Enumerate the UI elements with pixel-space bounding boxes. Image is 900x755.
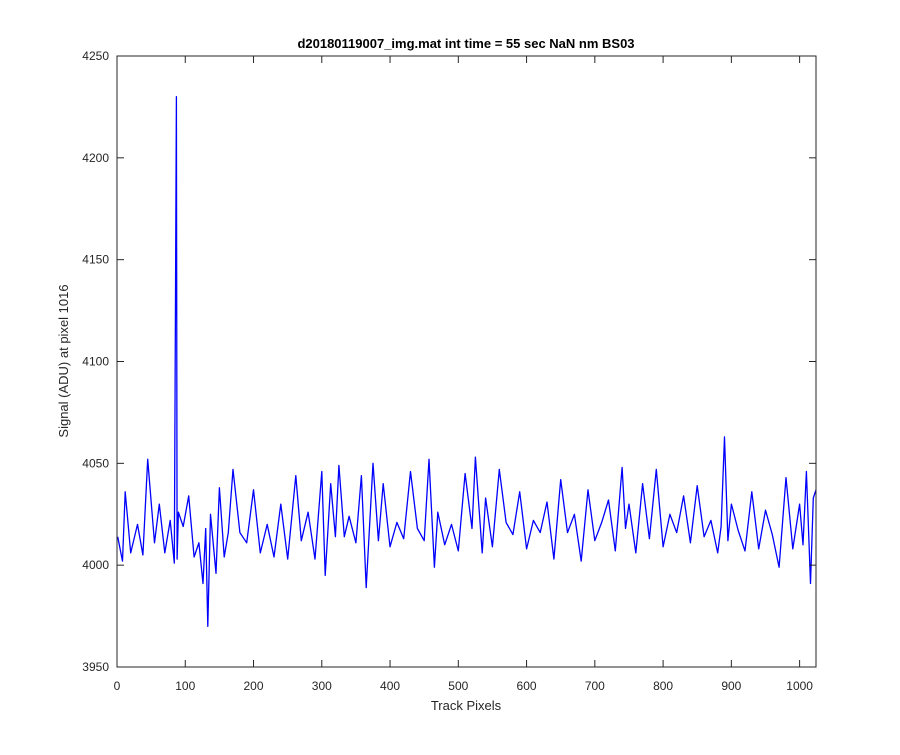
y-tick-label: 4050 bbox=[82, 456, 109, 470]
plot-area bbox=[117, 56, 816, 667]
x-tick-label: 400 bbox=[380, 679, 400, 693]
x-tick-label: 0 bbox=[114, 679, 121, 693]
y-tick-label: 4150 bbox=[82, 253, 109, 267]
x-tick-label: 900 bbox=[721, 679, 741, 693]
series-line-0 bbox=[117, 96, 817, 627]
x-axis-ticks: 0 100 200 300 400 500 600 700 800 900 1000 bbox=[114, 56, 813, 693]
x-tick-label: 1000 bbox=[786, 679, 813, 693]
x-tick-label: 500 bbox=[448, 679, 468, 693]
x-tick-label: 700 bbox=[585, 679, 605, 693]
y-tick-label: 4200 bbox=[82, 151, 109, 165]
y-tick-label: 3950 bbox=[82, 660, 109, 674]
x-tick-label: 300 bbox=[312, 679, 332, 693]
x-tick-label: 200 bbox=[244, 679, 264, 693]
y-tick-label: 4100 bbox=[82, 355, 109, 369]
x-tick-label: 800 bbox=[653, 679, 673, 693]
y-axis-ticks: 3950 4000 4050 4100 4150 4200 4250 bbox=[82, 49, 816, 674]
x-tick-label: 100 bbox=[175, 679, 195, 693]
y-axis-label: Signal (ADU) at pixel 1016 bbox=[56, 284, 71, 437]
data-layer bbox=[117, 96, 817, 627]
chart-title: d20180119007_img.mat int time = 55 sec N… bbox=[297, 36, 634, 51]
x-tick-label: 600 bbox=[517, 679, 537, 693]
y-tick-label: 4250 bbox=[82, 49, 109, 63]
x-axis-label: Track Pixels bbox=[431, 698, 502, 713]
y-tick-label: 4000 bbox=[82, 558, 109, 572]
